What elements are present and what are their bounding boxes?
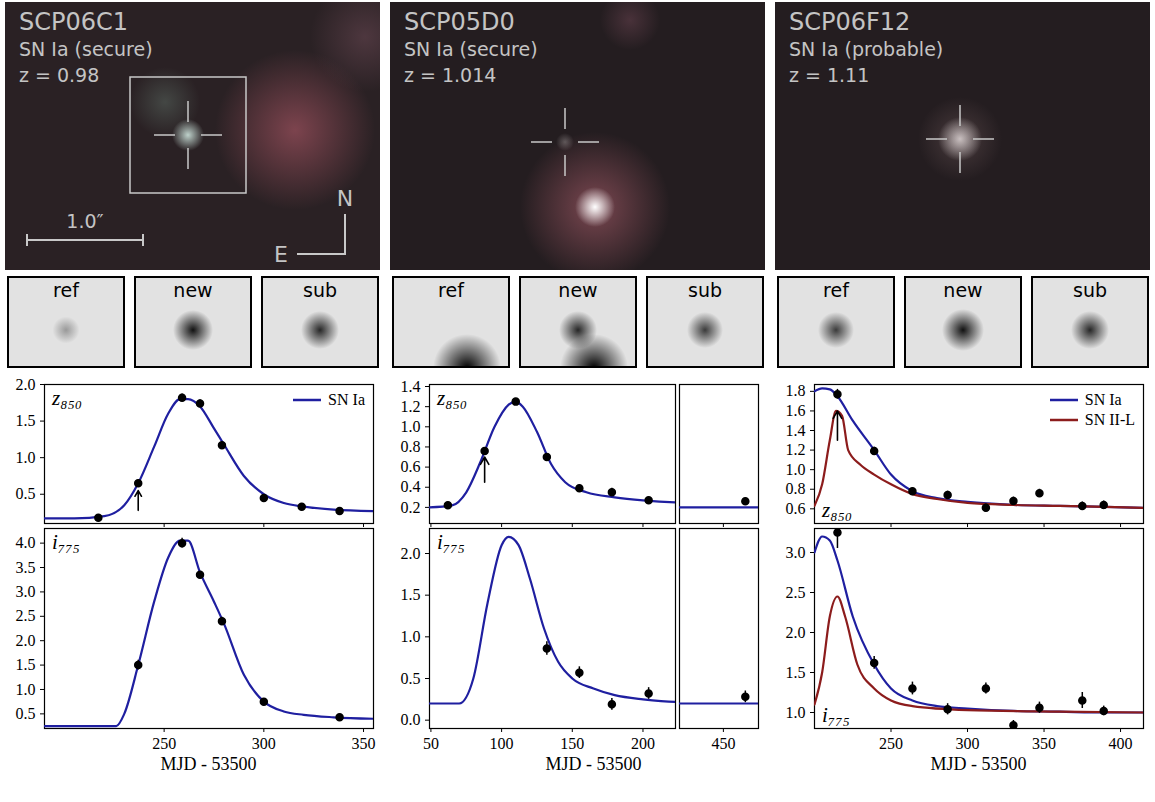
- html-text:SN Ia: SN Ia: [328, 391, 365, 408]
- svg-text:1.6: 1.6: [786, 402, 806, 419]
- html-text:i₇₇₅: i₇₇₅: [822, 703, 850, 727]
- svg-text:250: 250: [879, 735, 903, 752]
- html-text:z₈₅₀: z₈₅₀: [52, 386, 83, 410]
- html-text:i₇₇₅: i₇₇₅: [437, 530, 465, 554]
- svg-text:1.0: 1.0: [16, 681, 36, 698]
- svg-text:4.0: 4.0: [16, 534, 36, 551]
- html-text:z₈₅₀: z₈₅₀: [822, 498, 853, 522]
- svg-text:N: N: [337, 186, 353, 211]
- svg-text:1.2: 1.2: [401, 398, 421, 415]
- svg-text:100: 100: [490, 735, 514, 752]
- svg-text:0.5: 0.5: [16, 485, 36, 502]
- svg-text:new: new: [943, 279, 982, 301]
- svg-text:1.0: 1.0: [401, 628, 421, 645]
- svg-text:3.0: 3.0: [16, 583, 36, 600]
- svg-text:sub: sub: [688, 279, 722, 301]
- svg-text:150: 150: [560, 735, 584, 752]
- svg-text:250: 250: [152, 735, 176, 752]
- svg-text:SN Ia (probable): SN Ia (probable): [789, 38, 943, 60]
- svg-text:new: new: [173, 279, 212, 301]
- svg-text:SN Ia (secure): SN Ia (secure): [404, 38, 538, 60]
- svg-text:400: 400: [1109, 735, 1133, 752]
- svg-text:SCP06F12: SCP06F12: [789, 8, 910, 36]
- html-text:SN II-L: SN II-L: [1084, 411, 1135, 428]
- html-text:z₈₅₀: z₈₅₀: [437, 386, 468, 410]
- svg-text:sub: sub: [303, 279, 337, 301]
- svg-text:1.0: 1.0: [786, 461, 806, 478]
- svg-text:2.0: 2.0: [16, 376, 36, 393]
- svg-text:3.0: 3.0: [786, 544, 806, 561]
- svg-text:1.5: 1.5: [16, 656, 36, 673]
- svg-text:350: 350: [1032, 735, 1056, 752]
- svg-text:50: 50: [423, 735, 439, 752]
- svg-text:0.6: 0.6: [401, 458, 421, 475]
- svg-text:1.5: 1.5: [16, 412, 36, 429]
- svg-text:z = 1.11: z = 1.11: [789, 64, 869, 86]
- svg-text:1.5: 1.5: [786, 664, 806, 681]
- svg-text:SCP06C1: SCP06C1: [19, 8, 128, 36]
- svg-text:300: 300: [252, 735, 276, 752]
- svg-text:1.4: 1.4: [401, 378, 421, 395]
- html-text:MJD - 53500: MJD - 53500: [545, 754, 642, 774]
- svg-text:1.0: 1.0: [786, 704, 806, 721]
- svg-text:SCP05D0: SCP05D0: [404, 8, 515, 36]
- svg-text:0.5: 0.5: [401, 670, 421, 687]
- svg-text:350: 350: [352, 735, 376, 752]
- svg-text:1.0: 1.0: [16, 449, 36, 466]
- svg-text:sub: sub: [1073, 279, 1107, 301]
- svg-text:1.0″: 1.0″: [66, 210, 103, 232]
- svg-text:0.8: 0.8: [401, 438, 421, 455]
- svg-text:ref: ref: [823, 279, 850, 301]
- svg-text:2.0: 2.0: [786, 624, 806, 641]
- svg-text:1.5: 1.5: [401, 586, 421, 603]
- svg-text:3.5: 3.5: [16, 559, 36, 576]
- svg-text:0.8: 0.8: [786, 480, 806, 497]
- svg-text:1.8: 1.8: [786, 382, 806, 399]
- svg-text:0.4: 0.4: [401, 478, 421, 495]
- html-text:i₇₇₅: i₇₇₅: [52, 530, 80, 554]
- svg-text:2.0: 2.0: [401, 545, 421, 562]
- html-text:SN Ia: SN Ia: [1084, 391, 1122, 408]
- svg-text:2.0: 2.0: [16, 632, 36, 649]
- svg-text:0.0: 0.0: [401, 711, 421, 728]
- svg-text:200: 200: [631, 735, 655, 752]
- svg-text:z = 0.98: z = 0.98: [19, 64, 99, 86]
- svg-text:z = 1.014: z = 1.014: [404, 64, 496, 86]
- svg-text:2.5: 2.5: [16, 607, 36, 624]
- svg-text:2.5: 2.5: [786, 584, 806, 601]
- svg-text:450: 450: [711, 735, 735, 752]
- svg-text:300: 300: [956, 735, 980, 752]
- svg-text:1.4: 1.4: [786, 422, 806, 439]
- svg-text:E: E: [274, 242, 288, 267]
- svg-text:1.2: 1.2: [786, 441, 806, 458]
- svg-text:0.2: 0.2: [401, 499, 421, 516]
- svg-text:SN Ia (secure): SN Ia (secure): [19, 38, 153, 60]
- html-text:MJD - 53500: MJD - 53500: [930, 754, 1027, 774]
- svg-text:ref: ref: [53, 279, 80, 301]
- svg-text:0.6: 0.6: [786, 500, 806, 517]
- svg-text:0.5: 0.5: [16, 705, 36, 722]
- html-text:MJD - 53500: MJD - 53500: [160, 754, 257, 774]
- svg-text:1.0: 1.0: [401, 418, 421, 435]
- svg-text:ref: ref: [438, 279, 465, 301]
- svg-text:new: new: [558, 279, 597, 301]
